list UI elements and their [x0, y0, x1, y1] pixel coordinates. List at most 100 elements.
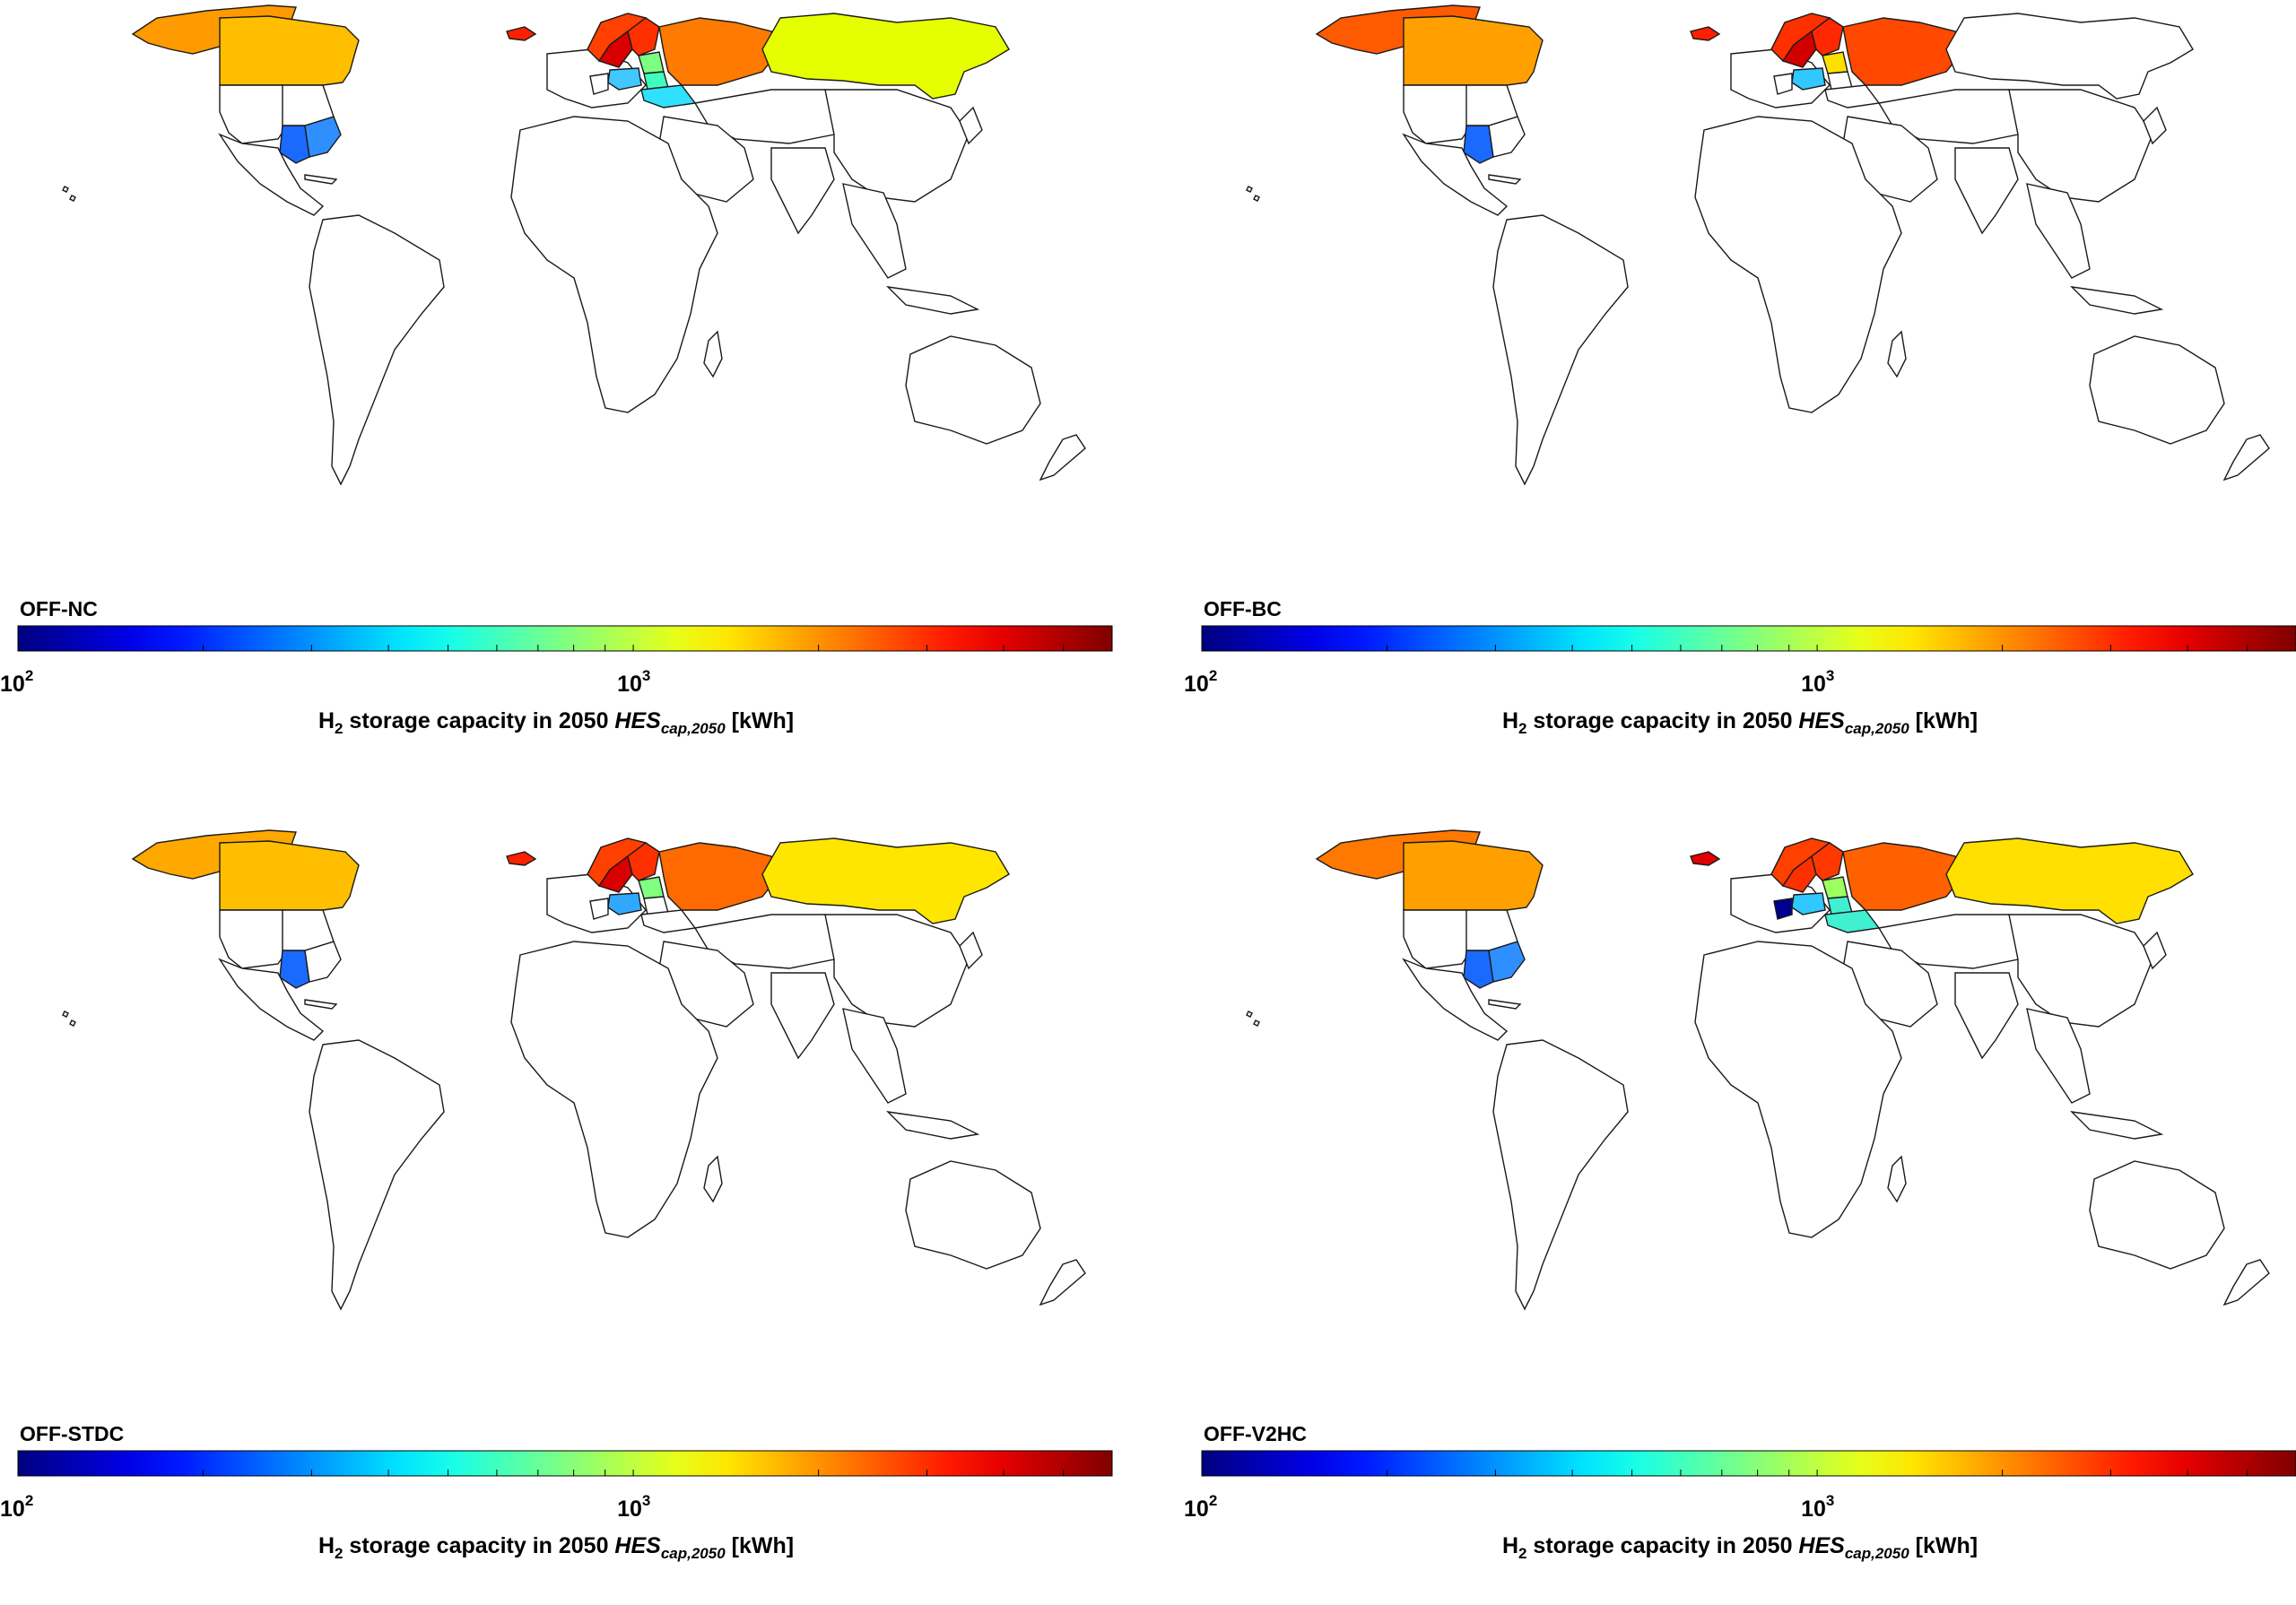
region-east-asia — [824, 914, 970, 1028]
region-germany — [1773, 73, 1793, 95]
region-germany — [589, 73, 609, 95]
region-canada — [219, 15, 360, 86]
region-new-zealand — [2222, 1259, 2270, 1306]
region-africa — [1694, 116, 1902, 413]
region-indonesia — [2070, 286, 2164, 315]
region-india — [770, 972, 835, 1060]
panel: OFF-NC 102 103 H2 storage capacity in 20… — [0, 0, 1130, 780]
region-us-west — [219, 84, 288, 144]
colorbar — [17, 1450, 1113, 1477]
region-australia — [2089, 1160, 2225, 1270]
region-iceland — [1690, 26, 1721, 41]
region-germany — [1773, 898, 1793, 920]
region-us-west — [1403, 84, 1472, 144]
region-indonesia — [886, 286, 980, 315]
region-us-north — [1465, 84, 1518, 126]
region-south-america — [1492, 214, 1629, 486]
region-cuba — [1488, 174, 1522, 185]
region-us-north — [282, 84, 335, 126]
world-map — [62, 4, 1086, 486]
region-russia-west — [1842, 17, 1965, 86]
region-australia — [905, 335, 1041, 445]
tick-low: 102 — [0, 667, 34, 697]
region-russia-east — [1945, 837, 2194, 924]
colorbar-axis-label: H2 storage capacity in 2050 HEScap,2050 … — [317, 1533, 795, 1562]
region-us-west — [1403, 909, 1472, 969]
region-africa — [1694, 941, 1902, 1238]
region-iceland — [506, 851, 537, 866]
region-hawaii — [1246, 1011, 1260, 1027]
region-indonesia — [886, 1111, 980, 1140]
region-baltics — [638, 51, 665, 74]
region-canada — [1403, 15, 1544, 86]
region-australia — [905, 1160, 1041, 1270]
region-cuba — [1488, 999, 1522, 1010]
region-southeast-asia — [842, 183, 907, 279]
region-east-asia — [2008, 914, 2153, 1028]
colorbar-gradient — [17, 625, 1113, 652]
colorbar-gradient — [1201, 625, 2296, 652]
region-mexico — [218, 133, 325, 216]
region-us-central — [279, 125, 310, 164]
region-japan — [2143, 106, 2167, 145]
region-ukraine — [1824, 909, 1881, 933]
region-cuba — [304, 174, 338, 185]
region-new-zealand — [2222, 434, 2270, 482]
panel: OFF-BC 102 103 H2 storage capacity in 20… — [1184, 0, 2296, 780]
region-japan — [2143, 931, 2167, 970]
region-south-america — [309, 1039, 445, 1311]
region-southeast-asia — [2026, 1008, 2091, 1104]
region-madagascar — [1887, 330, 1907, 378]
region-east-asia — [824, 89, 970, 203]
region-africa — [510, 116, 718, 413]
region-southeast-asia — [2026, 183, 2091, 279]
region-finland — [627, 842, 660, 881]
region-us-north — [1465, 909, 1518, 951]
panel: OFF-V2HC 102 103 H2 storage capacity in … — [1184, 825, 2296, 1605]
region-poland — [607, 892, 642, 915]
scenario-label: OFF-BC — [1204, 597, 1282, 620]
region-iceland — [1690, 851, 1721, 866]
region-east-asia — [2008, 89, 2153, 203]
region-japan — [959, 106, 983, 145]
region-poland — [607, 67, 642, 91]
region-germany — [589, 898, 609, 920]
region-mexico — [1402, 958, 1509, 1041]
world-map — [1246, 829, 2270, 1311]
colorbar-axis-label: H2 storage capacity in 2050 HEScap,2050 … — [1501, 708, 1979, 737]
region-ukraine — [640, 909, 697, 933]
region-russia-east — [1945, 13, 2194, 100]
region-south-america — [1492, 1039, 1629, 1311]
world-map — [62, 829, 1086, 1311]
region-us-central — [279, 950, 310, 989]
region-india — [1954, 147, 2019, 235]
tick-high: 103 — [617, 667, 651, 697]
colorbar-axis-label: H2 storage capacity in 2050 HEScap,2050 … — [317, 708, 795, 737]
region-southeast-asia — [842, 1008, 907, 1104]
region-finland — [1811, 17, 1844, 56]
scenario-label: OFF-STDC — [20, 1422, 125, 1445]
tick-high: 103 — [1801, 667, 1835, 697]
colorbar-gradient — [17, 1450, 1113, 1477]
region-australia — [2089, 335, 2225, 445]
region-finland — [1811, 842, 1844, 881]
region-new-zealand — [1039, 434, 1086, 482]
world-map — [1246, 4, 2270, 486]
region-japan — [959, 931, 983, 970]
region-africa — [510, 941, 718, 1238]
region-us-central — [1463, 950, 1494, 989]
region-cuba — [304, 999, 338, 1010]
region-baltics — [1822, 51, 1848, 74]
region-new-zealand — [1039, 1259, 1086, 1306]
region-mexico — [1402, 133, 1509, 216]
region-hawaii — [62, 186, 76, 202]
region-baltics — [1822, 876, 1848, 899]
region-ukraine — [1824, 84, 1881, 108]
region-hawaii — [1246, 186, 1260, 202]
panel: OFF-STDC 102 103 H2 storage capacity in … — [0, 825, 1130, 1605]
region-us-west — [219, 909, 288, 969]
region-madagascar — [1887, 1155, 1907, 1203]
scenario-label: OFF-V2HC — [1204, 1422, 1307, 1445]
tick-high: 103 — [617, 1492, 651, 1522]
region-russia-west — [658, 842, 781, 911]
